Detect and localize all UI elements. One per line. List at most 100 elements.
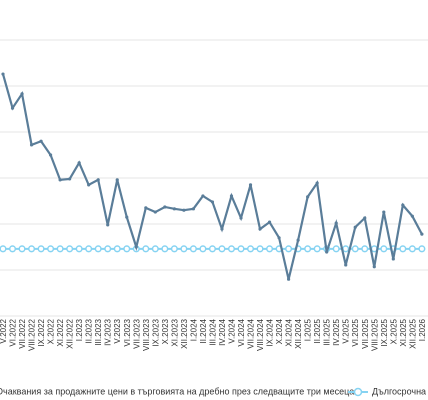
- point: [75, 245, 83, 253]
- legend-label: Очаквания за продажните цени в търговият…: [0, 386, 354, 396]
- point: [344, 263, 348, 267]
- point: [134, 245, 138, 249]
- point: [410, 214, 414, 218]
- point: [399, 245, 407, 253]
- point: [353, 225, 357, 229]
- x-tick-label: XI.2025: [399, 318, 408, 346]
- x-tick-label: I.2025: [304, 318, 313, 341]
- point: [248, 183, 253, 187]
- point: [277, 236, 281, 240]
- point: [218, 245, 226, 253]
- x-tick-label: VI.2024: [237, 318, 246, 346]
- legend-label: Дългосрочна средна: [372, 386, 428, 396]
- x-tick-label: V.2023: [113, 318, 122, 343]
- point: [334, 221, 338, 225]
- point: [332, 245, 340, 253]
- point: [151, 245, 159, 253]
- x-tick-label: VII.2022: [18, 318, 27, 348]
- point: [418, 245, 426, 253]
- x-tick-label: IV.2025: [332, 318, 341, 345]
- x-tick-label: VIII.2024: [256, 318, 265, 351]
- point: [172, 207, 176, 211]
- point: [306, 195, 310, 199]
- point: [28, 245, 36, 253]
- point: [56, 245, 64, 253]
- point: [315, 181, 319, 185]
- point: [115, 178, 119, 182]
- x-tick-label: II.2025: [313, 318, 322, 343]
- point: [256, 245, 264, 253]
- point: [163, 205, 167, 209]
- x-tick-label: II.2023: [85, 318, 94, 343]
- point: [285, 245, 293, 253]
- x-tick-label: VIII.2022: [28, 318, 37, 351]
- point: [85, 245, 93, 253]
- x-tick-label: VIII.2023: [142, 318, 151, 351]
- point: [380, 245, 388, 253]
- x-tick-label: X.2023: [161, 318, 170, 344]
- point: [201, 194, 205, 198]
- x-tick-label: IX.2022: [37, 318, 46, 346]
- point: [210, 200, 215, 204]
- point: [382, 210, 386, 214]
- point: [77, 161, 81, 165]
- x-tick-label: III.2024: [208, 318, 217, 345]
- point: [401, 203, 405, 207]
- x-tick-label: V.2025: [342, 318, 351, 343]
- point: [161, 245, 169, 253]
- point: [351, 245, 359, 253]
- x-tick-label: VI.2025: [351, 318, 360, 346]
- x-tick-label: IX.2025: [380, 318, 389, 346]
- point: [96, 178, 100, 182]
- point: [39, 139, 43, 143]
- point: [94, 245, 102, 253]
- x-tick-label: VIII.2025: [370, 318, 379, 351]
- x-tick-label: VI.2022: [9, 318, 18, 346]
- point: [180, 245, 188, 253]
- legend-marker: [353, 387, 363, 397]
- point: [199, 245, 207, 253]
- x-tick-label: VI.2023: [123, 318, 132, 346]
- point: [1, 72, 5, 76]
- x-tick-label: XII.2024: [294, 318, 303, 348]
- x-tick-label: IV.2024: [218, 318, 227, 345]
- point: [144, 206, 148, 210]
- point: [170, 245, 178, 253]
- point: [8, 245, 17, 253]
- point: [372, 265, 376, 269]
- x-tick-label: X.2025: [389, 318, 398, 344]
- point: [66, 245, 74, 253]
- x-tick-label: III.2023: [94, 318, 103, 345]
- point: [237, 245, 245, 253]
- point: [0, 245, 7, 253]
- point: [153, 210, 157, 214]
- x-tick-label: VII.2024: [247, 318, 256, 348]
- x-tick-label: VII.2025: [361, 318, 370, 348]
- point: [239, 216, 243, 220]
- x-tick-label: X.2024: [275, 318, 284, 344]
- x-tick-label: XII.2025: [408, 318, 417, 348]
- x-tick-label: V.2024: [227, 318, 236, 343]
- x-tick-label: XI.2022: [56, 318, 65, 346]
- point: [58, 178, 62, 182]
- x-tick-label: XII.2022: [66, 318, 75, 348]
- point: [208, 245, 216, 253]
- point: [229, 194, 234, 198]
- x-tick-label: XI.2023: [170, 318, 179, 346]
- point: [363, 216, 367, 220]
- point: [142, 245, 150, 253]
- point: [227, 245, 236, 253]
- x-tick-label: X.2022: [47, 318, 56, 344]
- point: [191, 207, 195, 211]
- point: [391, 257, 395, 261]
- point: [87, 183, 91, 187]
- point: [10, 106, 15, 110]
- point: [266, 245, 274, 253]
- point: [123, 245, 131, 253]
- x-tick-label: IV.2023: [104, 318, 113, 345]
- point: [325, 250, 329, 254]
- point: [29, 143, 34, 147]
- point: [361, 245, 369, 253]
- x-tick-label: I.2024: [189, 318, 198, 341]
